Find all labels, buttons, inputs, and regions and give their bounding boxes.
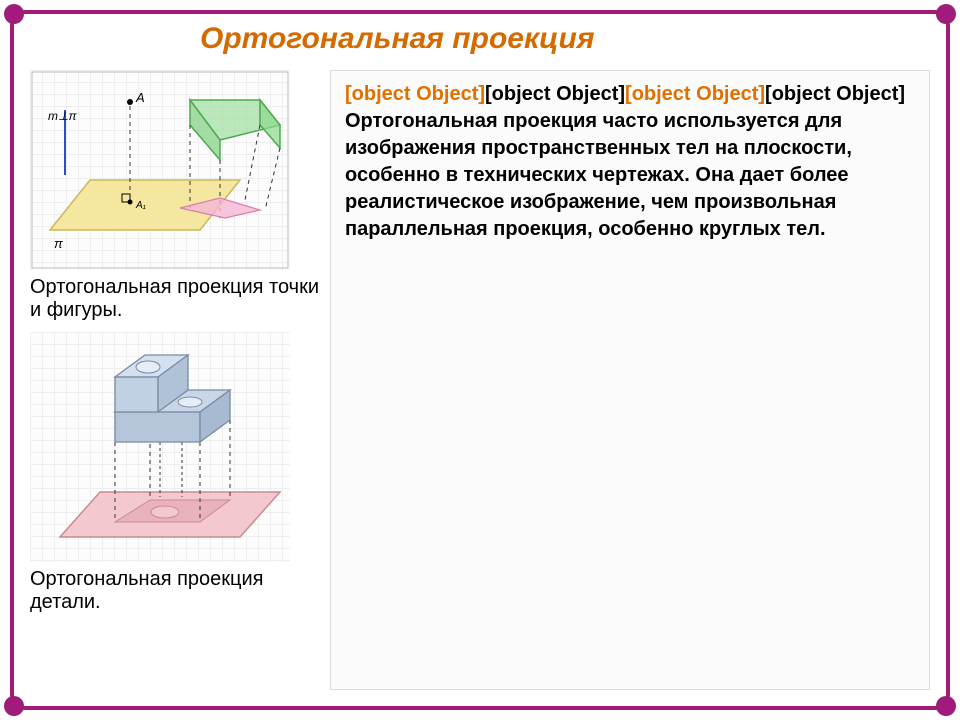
corner-tr: [936, 4, 956, 24]
slide: Ортогональная проекция: [0, 0, 960, 720]
content-area: m⊥π A A₁ π Ортогональная проекция точки …: [30, 70, 930, 690]
paragraph-1: [object Object][object Object][object Ob…: [345, 81, 915, 108]
border-left: [10, 14, 14, 706]
figure-1: m⊥π A A₁ π: [30, 70, 290, 270]
corner-br: [936, 696, 956, 716]
txt-2: [object Object]: [765, 83, 905, 105]
border-right: [946, 14, 950, 706]
label-A: A: [135, 90, 145, 105]
figure-2-caption: Ортогональная проекция детали.: [30, 568, 330, 614]
hl-orth-proj: [object Object]: [345, 83, 485, 105]
label-m: m⊥π: [48, 109, 77, 123]
border-bottom: [10, 706, 950, 710]
corner-tl: [4, 4, 24, 24]
left-column: m⊥π A A₁ π Ортогональная проекция точки …: [30, 70, 330, 690]
label-pi: π: [54, 236, 63, 251]
border-top: [10, 10, 950, 14]
figure-1-caption: Ортогональная проекция точки и фигуры.: [30, 276, 330, 322]
label-A1: A₁: [135, 200, 146, 211]
figure-2: [30, 332, 290, 562]
body-text: [object Object][object Object][object Ob…: [330, 70, 930, 690]
hl-perp: [object Object]: [625, 83, 765, 105]
txt-1: [object Object]: [485, 83, 625, 105]
paragraph-2: Ортогональная проекция часто используетс…: [345, 108, 915, 243]
corner-bl: [4, 696, 24, 716]
page-title: Ортогональная проекция: [200, 22, 595, 56]
